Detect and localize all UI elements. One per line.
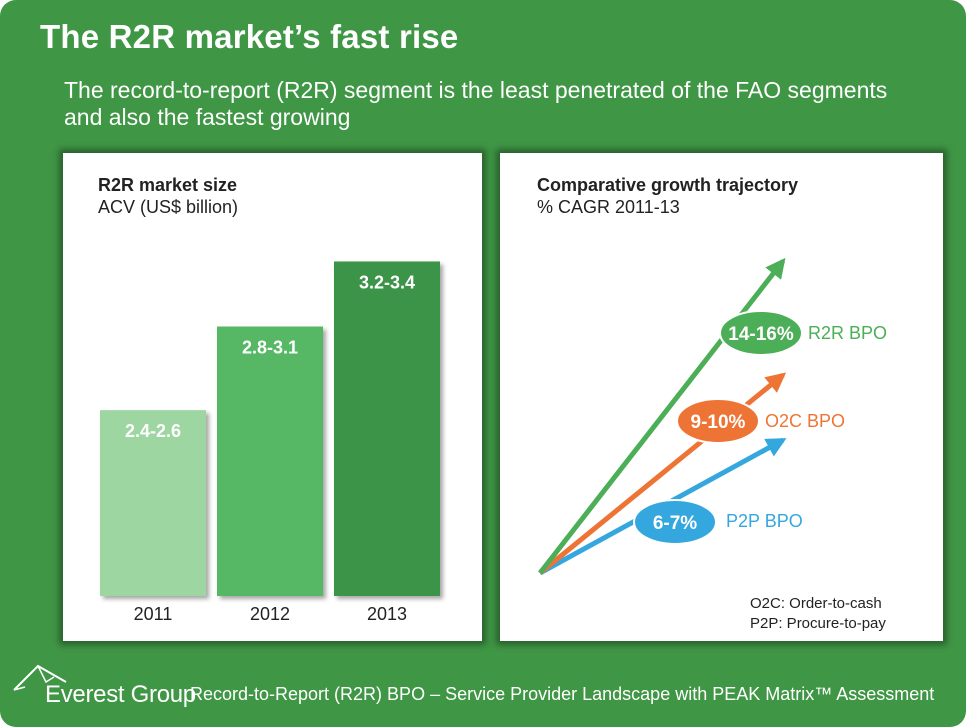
footer-logo-text: Everest Group — [45, 681, 196, 708]
growth-chart: 14-16% R2R BPO 9-10% O2C BPO 6-7% P2P BPO — [538, 257, 887, 576]
bar-2012 — [217, 326, 323, 596]
market-size-title: R2R market size — [98, 175, 238, 195]
footer-bar — [13, 664, 67, 691]
cagr-label: 6-7% — [653, 513, 697, 534]
bar-value-label: 3.2-3.4 — [359, 272, 415, 292]
note-p2p: P2P: Procure-to-pay — [750, 615, 886, 632]
note-o2c: O2C: Order-to-cash — [750, 595, 882, 612]
footer-caption: Record-to-Report (R2R) BPO – Service Pro… — [190, 684, 935, 704]
growth-subtitle: % CAGR 2011-13 — [537, 197, 680, 217]
cagr-label: 9-10% — [691, 412, 746, 433]
cagr-label: 14-16% — [728, 324, 794, 345]
category-label: 2012 — [250, 604, 290, 624]
bar-2013 — [334, 261, 440, 596]
growth-title: Comparative growth trajectory — [537, 175, 799, 195]
cagr-badge — [633, 499, 717, 545]
category-label: 2011 — [134, 604, 173, 624]
everest-logo-icon — [13, 664, 67, 691]
bar-value-label: 2.8-3.1 — [242, 338, 298, 358]
bar-value-label: 2.4-2.6 — [125, 421, 181, 441]
market-size-subtitle: ACV (US$ billion) — [98, 197, 239, 217]
bar-2011 — [100, 410, 206, 596]
series-name-label: R2R BPO — [808, 323, 887, 343]
cagr-badge — [676, 398, 760, 444]
series-name-label: P2P BPO — [726, 511, 803, 531]
category-label: 2013 — [367, 604, 407, 624]
market-size-panel: R2R market size ACV (US$ billion) 2.4-2.… — [63, 153, 482, 641]
cagr-badge — [719, 310, 803, 356]
growth-panel: Comparative growth trajectory % CAGR 201… — [500, 153, 943, 641]
slide-title: The R2R market’s fast rise — [40, 18, 459, 55]
market-size-chart: 2.4-2.6 2011 2.8-3.1 2012 3.2-3.4 2013 — [100, 261, 440, 624]
series-name-label: O2C BPO — [765, 411, 845, 431]
slide-subtitle: The record-to-report (R2R) segment is th… — [64, 77, 888, 130]
